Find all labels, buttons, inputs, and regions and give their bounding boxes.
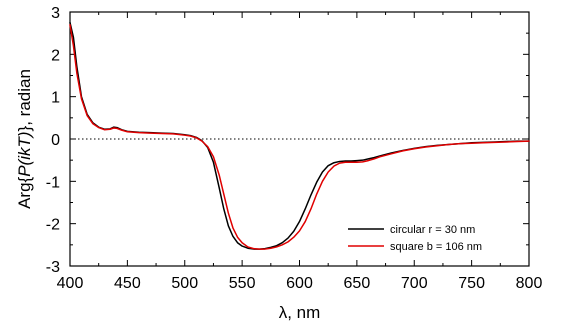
y-axis-title-prefix: Arg{ — [15, 176, 34, 208]
y-axis-title: Arg{P(ikT)}, radian — [15, 69, 34, 209]
y-axis-title-suffix: }, radian — [15, 69, 34, 131]
x-tick-label: 800 — [516, 275, 543, 292]
series-line-circular — [69, 21, 530, 250]
x-axis-title: λ, nm — [279, 303, 321, 322]
legend: circular r = 30 nm square b = 106 nm — [348, 224, 482, 253]
y-tick-label: -2 — [46, 217, 60, 234]
y-tick-label: 2 — [51, 47, 60, 64]
series-line-square — [69, 23, 530, 250]
x-tick-label: 750 — [458, 275, 485, 292]
plot-area: 400 450 500 550 600 650 700 750 800 -3 -2 -1 0 1 2 3 — [46, 5, 543, 292]
x-tick-label: 600 — [286, 275, 313, 292]
y-axis: -3 -2 -1 0 1 2 3 — [46, 5, 529, 276]
x-tick-label: 400 — [57, 275, 84, 292]
y-tick-label: 3 — [51, 5, 60, 22]
x-tick-label: 500 — [171, 275, 198, 292]
y-axis-title-italic: P(ikT) — [15, 131, 34, 176]
x-axis: 400 450 500 550 600 650 700 750 800 — [57, 12, 543, 292]
x-tick-label: 450 — [114, 275, 141, 292]
y-tick-label: 1 — [51, 90, 60, 107]
y-tick-label: -1 — [46, 174, 60, 191]
series-group — [69, 21, 530, 250]
x-tick-label: 650 — [344, 275, 371, 292]
y-tick-label: -3 — [46, 259, 60, 276]
x-tick-label: 550 — [229, 275, 256, 292]
legend-label: circular r = 30 nm — [390, 224, 475, 236]
x-tick-label: 700 — [401, 275, 428, 292]
legend-label: square b = 106 nm — [390, 241, 482, 253]
y-tick-label: 0 — [51, 132, 60, 149]
